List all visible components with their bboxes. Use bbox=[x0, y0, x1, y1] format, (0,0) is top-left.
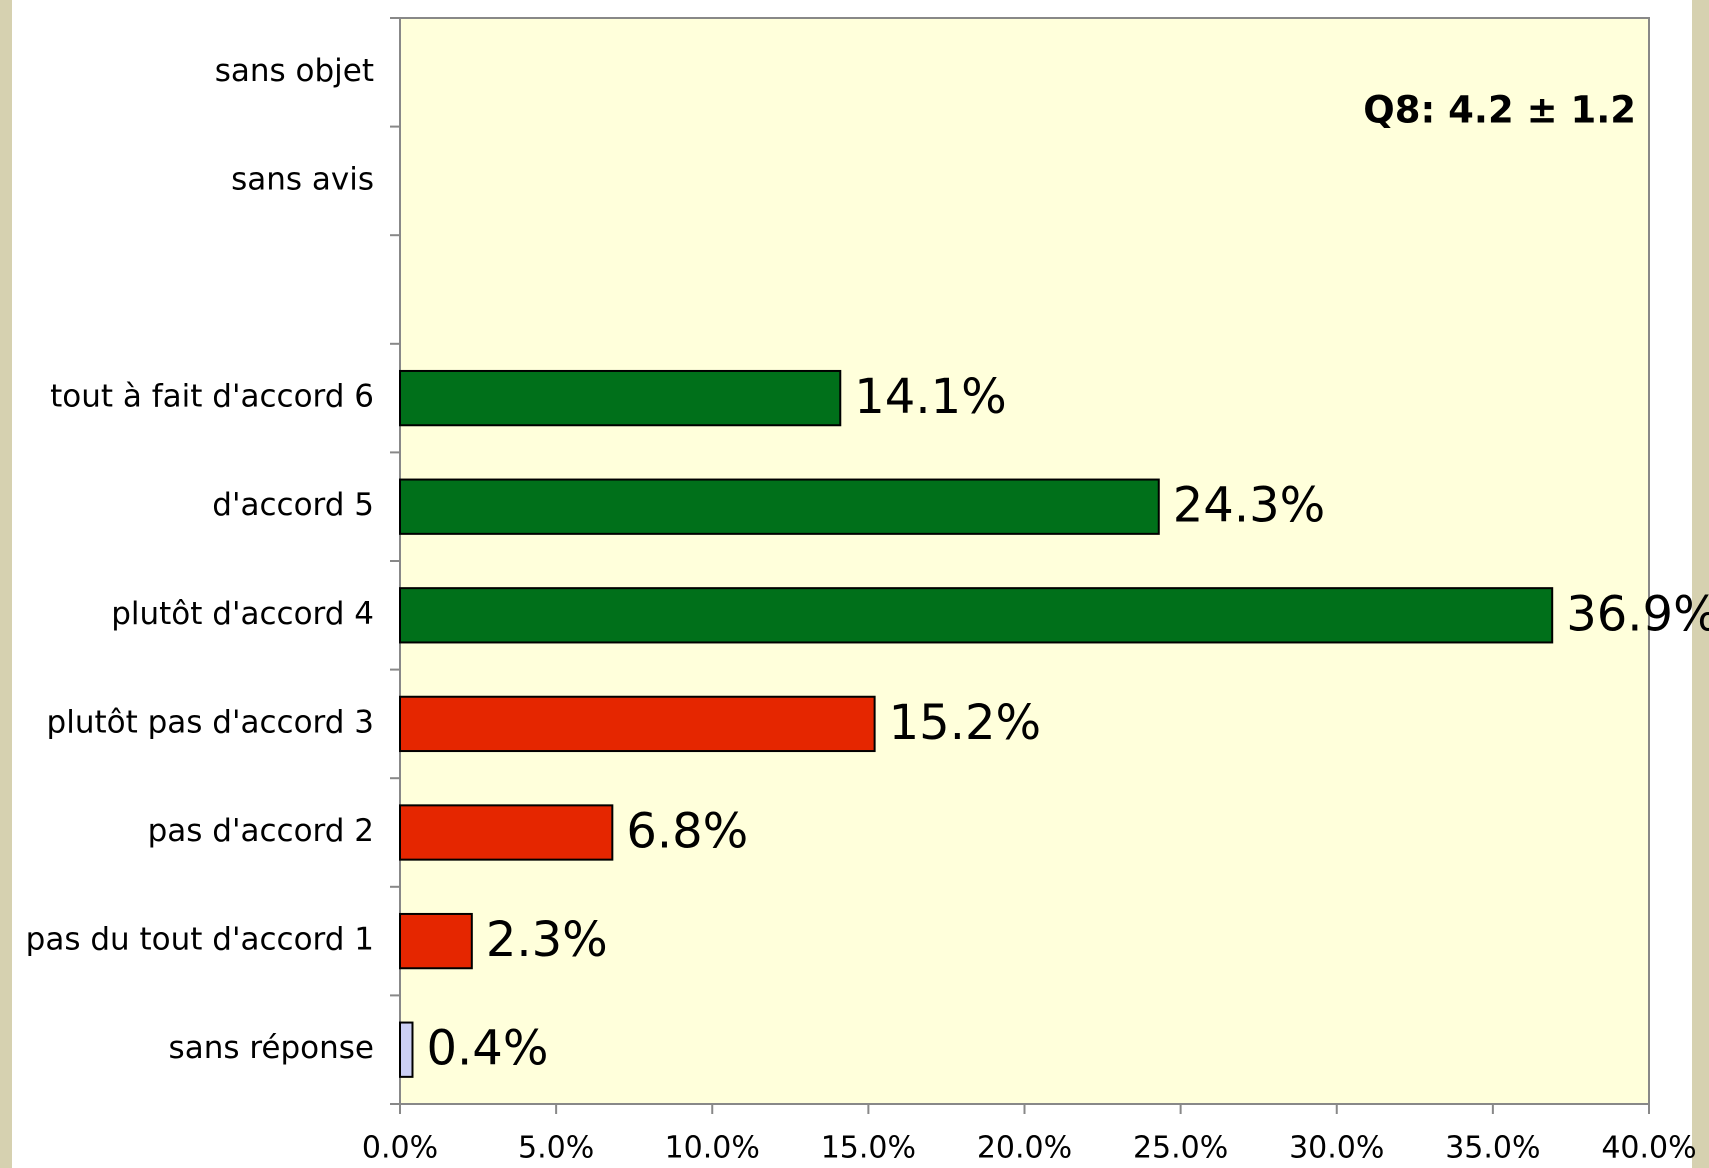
y-tick-label: plutôt d'accord 4 bbox=[111, 596, 374, 632]
y-tick-label: sans réponse bbox=[169, 1030, 374, 1066]
value-label: 6.8% bbox=[626, 804, 748, 860]
value-label: 2.3% bbox=[486, 912, 608, 968]
y-tick-label: d'accord 5 bbox=[212, 487, 374, 523]
x-tick-label: 0.0% bbox=[362, 1131, 438, 1166]
bar bbox=[399, 695, 876, 753]
plot-area bbox=[399, 17, 1650, 1105]
bar bbox=[399, 804, 614, 861]
annotation: Q8: 4.2 ± 1.2 bbox=[1363, 89, 1636, 132]
x-tick-label: 15.0% bbox=[821, 1131, 916, 1166]
y-tick-label: plutôt pas d'accord 3 bbox=[47, 704, 374, 740]
y-tick-label: sans objet bbox=[215, 53, 374, 89]
bar bbox=[399, 369, 842, 427]
value-label: 0.4% bbox=[426, 1021, 548, 1077]
bar bbox=[399, 1021, 414, 1078]
x-tick-label: 25.0% bbox=[1133, 1131, 1228, 1166]
value-label: 14.1% bbox=[854, 369, 1006, 425]
bar bbox=[399, 912, 473, 970]
x-tick-label: 10.0% bbox=[665, 1131, 760, 1166]
value-label: 15.2% bbox=[889, 695, 1041, 751]
x-tick-label: 20.0% bbox=[977, 1131, 1072, 1166]
bar bbox=[399, 587, 1554, 644]
x-tick-label: 30.0% bbox=[1289, 1131, 1384, 1166]
y-tick-label: sans avis bbox=[231, 161, 374, 197]
x-tick-label: 40.0% bbox=[1601, 1131, 1696, 1166]
x-tick-label: 5.0% bbox=[518, 1131, 594, 1166]
x-tick-label: 35.0% bbox=[1445, 1131, 1540, 1166]
y-tick-label: pas d'accord 2 bbox=[148, 813, 374, 849]
bar bbox=[399, 478, 1160, 535]
value-label: 36.9% bbox=[1566, 586, 1709, 642]
y-tick-label: pas du tout d'accord 1 bbox=[26, 922, 374, 958]
y-tick-label: tout à fait d'accord 6 bbox=[50, 379, 374, 415]
value-label: 24.3% bbox=[1173, 478, 1325, 534]
